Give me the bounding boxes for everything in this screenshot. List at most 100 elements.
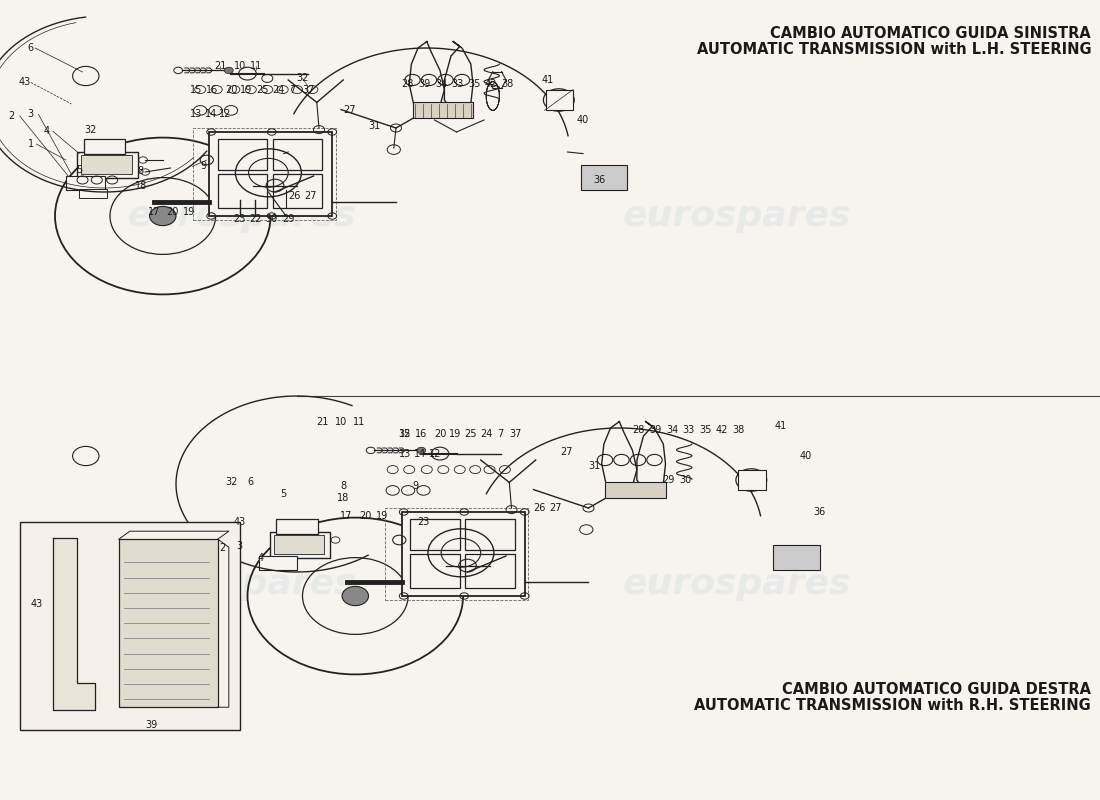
Text: 16: 16 — [415, 430, 428, 439]
Text: 35: 35 — [698, 426, 712, 435]
Text: 33: 33 — [451, 79, 464, 89]
Text: 18: 18 — [134, 181, 147, 190]
Text: 26: 26 — [288, 191, 301, 201]
Text: AUTOMATIC TRANSMISSION with R.H. STEERING: AUTOMATIC TRANSMISSION with R.H. STEERIN… — [694, 698, 1091, 713]
Text: 18: 18 — [337, 494, 350, 503]
Text: 19: 19 — [375, 511, 388, 521]
Text: eurospares: eurospares — [623, 567, 851, 601]
Bar — [410, 554, 460, 588]
Text: 20: 20 — [224, 85, 238, 94]
Text: 27: 27 — [560, 447, 573, 457]
Bar — [270, 532, 330, 558]
Polygon shape — [53, 538, 95, 710]
Text: 43: 43 — [233, 517, 246, 526]
Text: 6: 6 — [248, 478, 254, 487]
Text: 27: 27 — [343, 105, 356, 114]
Bar — [465, 554, 515, 588]
Text: 24: 24 — [480, 429, 493, 438]
Text: 40: 40 — [799, 451, 812, 461]
Text: 43: 43 — [18, 78, 31, 87]
Text: 15: 15 — [189, 86, 202, 95]
Bar — [465, 519, 515, 550]
Text: 28: 28 — [400, 79, 414, 89]
Text: 42: 42 — [484, 79, 497, 89]
Text: 9: 9 — [412, 482, 419, 491]
Text: 14: 14 — [414, 450, 427, 459]
Bar — [258, 556, 297, 570]
Text: 32: 32 — [224, 478, 238, 487]
Text: 2: 2 — [8, 111, 14, 121]
Text: 34: 34 — [434, 79, 448, 89]
Text: 36: 36 — [593, 175, 606, 185]
Text: 6: 6 — [28, 43, 34, 53]
Text: 17: 17 — [340, 511, 353, 521]
Bar — [581, 165, 627, 190]
Text: AUTOMATIC TRANSMISSION with L.H. STEERING: AUTOMATIC TRANSMISSION with L.H. STEERIN… — [696, 42, 1091, 57]
Circle shape — [417, 447, 426, 454]
Text: 43: 43 — [31, 599, 43, 609]
Text: 38: 38 — [732, 426, 745, 435]
Text: 36: 36 — [813, 507, 826, 517]
Text: 32: 32 — [296, 74, 309, 83]
Text: 35: 35 — [468, 79, 481, 89]
Text: 21: 21 — [316, 418, 329, 427]
Text: eurospares: eurospares — [623, 199, 851, 233]
Bar — [119, 539, 218, 707]
Text: 4: 4 — [257, 554, 264, 563]
Text: 1: 1 — [28, 139, 34, 149]
Bar — [192, 128, 336, 220]
Bar — [410, 519, 460, 550]
Text: 38: 38 — [500, 79, 514, 89]
Bar — [209, 132, 332, 216]
Text: 32: 32 — [398, 430, 411, 439]
Bar — [84, 139, 125, 154]
Text: 40: 40 — [576, 115, 590, 125]
Bar — [20, 522, 240, 730]
Text: 12: 12 — [429, 450, 442, 459]
Bar — [605, 482, 665, 498]
Bar — [402, 512, 525, 596]
Text: 11: 11 — [250, 61, 263, 70]
Text: 41: 41 — [774, 422, 788, 431]
Bar — [218, 174, 267, 208]
Text: 8: 8 — [138, 166, 144, 176]
Text: CAMBIO AUTOMATICO GUIDA DESTRA: CAMBIO AUTOMATICO GUIDA DESTRA — [782, 682, 1091, 697]
Text: 20: 20 — [359, 511, 372, 521]
Text: 33: 33 — [682, 426, 695, 435]
Bar — [412, 102, 473, 118]
Text: 32: 32 — [84, 125, 97, 134]
Text: 15: 15 — [398, 430, 411, 439]
Text: 3: 3 — [28, 110, 34, 119]
Text: 37: 37 — [509, 429, 522, 438]
Text: 21: 21 — [213, 61, 227, 70]
Text: 39: 39 — [418, 79, 431, 89]
Text: 14: 14 — [205, 109, 218, 118]
Text: 17: 17 — [147, 207, 161, 217]
Bar — [273, 174, 322, 208]
Text: 34: 34 — [666, 426, 679, 435]
Text: 7: 7 — [289, 85, 296, 94]
Bar — [546, 90, 573, 110]
Text: 29: 29 — [662, 475, 675, 485]
Text: 39: 39 — [649, 426, 662, 435]
Text: 13: 13 — [398, 450, 411, 459]
Text: 29: 29 — [282, 214, 295, 224]
Text: 41: 41 — [541, 75, 554, 85]
Bar — [79, 189, 107, 198]
Text: 19: 19 — [183, 207, 196, 217]
Text: 25: 25 — [464, 429, 477, 438]
Bar — [385, 508, 528, 600]
Bar — [738, 470, 766, 490]
Bar — [276, 519, 318, 534]
Text: 4: 4 — [43, 126, 50, 136]
Text: 23: 23 — [233, 214, 246, 224]
Text: 23: 23 — [417, 518, 430, 527]
Text: 3: 3 — [236, 541, 243, 550]
Text: 5: 5 — [76, 165, 82, 174]
Text: 28: 28 — [631, 426, 645, 435]
Text: 25: 25 — [256, 85, 270, 94]
Circle shape — [224, 67, 233, 74]
Bar — [218, 139, 267, 170]
Text: 26: 26 — [532, 503, 546, 513]
Bar — [273, 139, 322, 170]
